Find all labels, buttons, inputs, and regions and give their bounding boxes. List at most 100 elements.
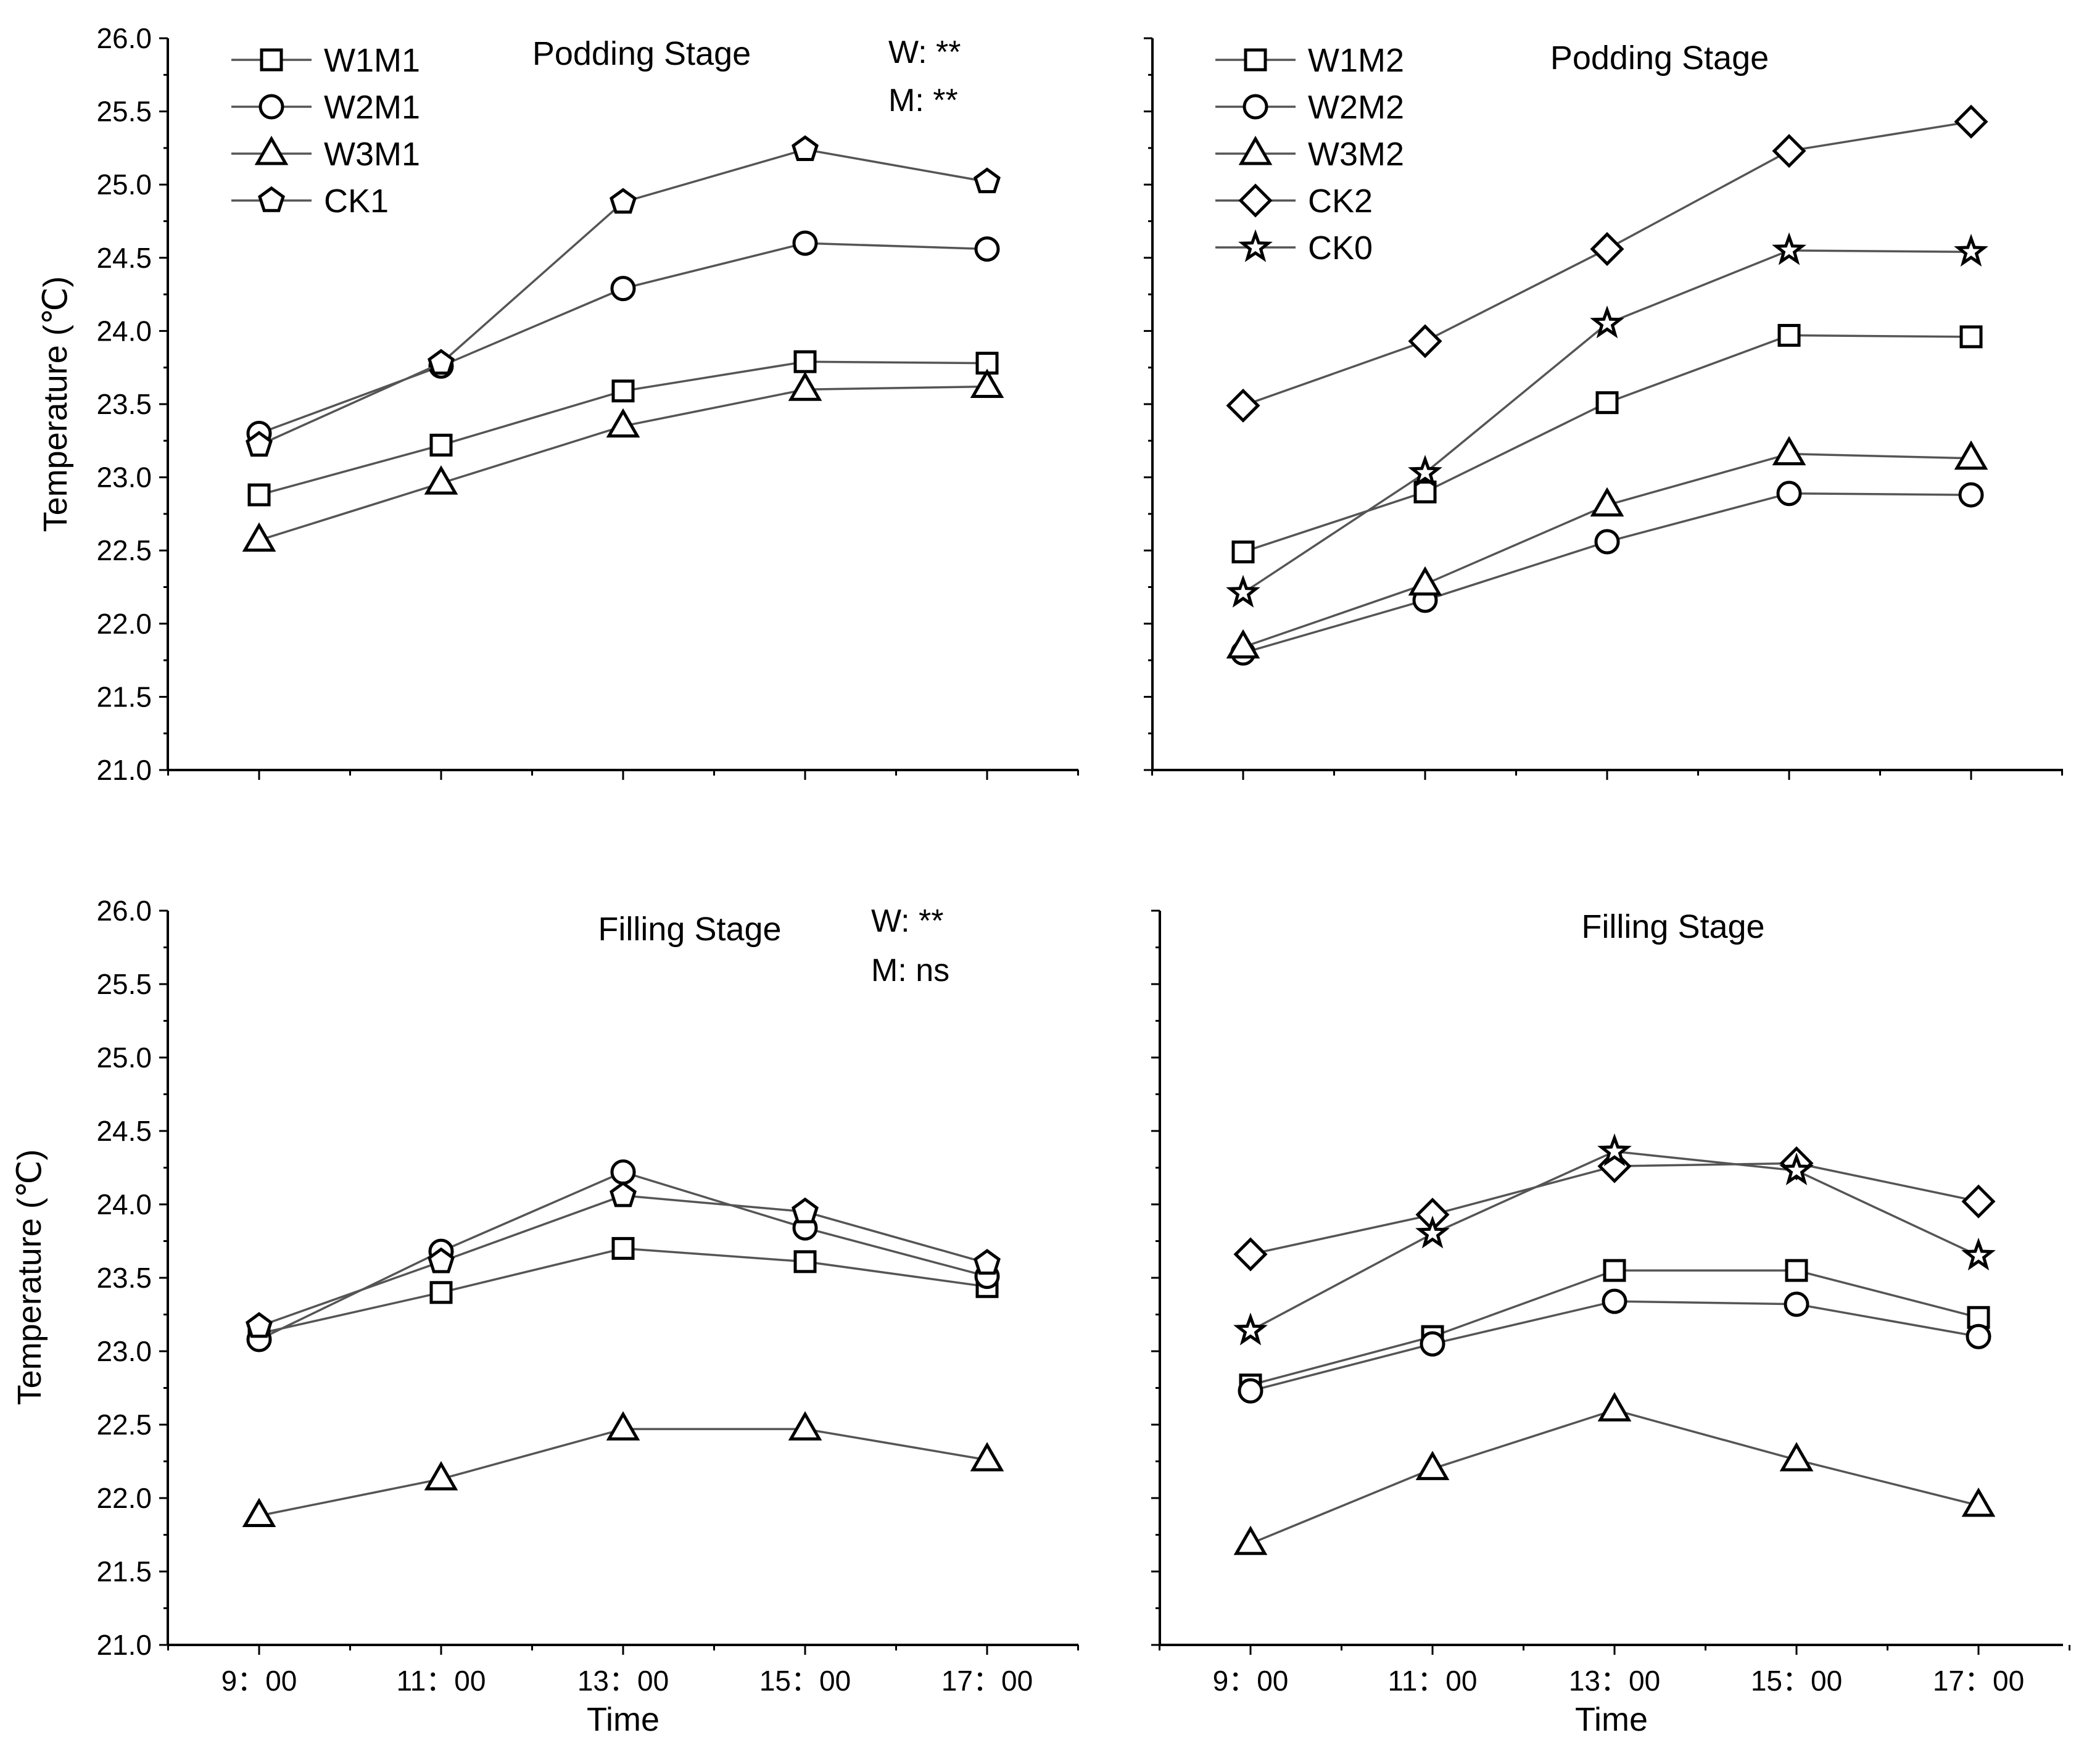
legend-label-w1m2: W1M2 bbox=[1308, 42, 1404, 79]
x-tick-label: 9：00 bbox=[1213, 1665, 1289, 1697]
data-point-w1m1 bbox=[429, 1281, 453, 1304]
data-point-w2m1 bbox=[610, 1159, 636, 1185]
x-tick-label: 13：00 bbox=[577, 1665, 669, 1697]
data-point-w1m2 bbox=[1777, 324, 1801, 347]
data-point-w1m1 bbox=[429, 433, 453, 457]
data-point-ck0 bbox=[1779, 1152, 1814, 1186]
legend-marker-w1m2 bbox=[1244, 48, 1267, 72]
data-point-w3m1 bbox=[970, 1442, 1004, 1472]
series-line-w1m1 bbox=[258, 1247, 988, 1335]
legend-label-w2m2: W2M2 bbox=[1308, 89, 1404, 126]
series-w1m1 bbox=[247, 350, 999, 507]
data-point-w3m1 bbox=[242, 1497, 276, 1528]
data-point-ck0 bbox=[1415, 1215, 1450, 1249]
chart-panel-4: 9：00 11：00 13：00 15：00 17：00 Time Filling Stag… bbox=[1151, 908, 2070, 1738]
data-point-ck0 bbox=[1961, 1237, 1996, 1271]
panel-title: Filling Stage bbox=[1581, 908, 1764, 945]
data-point-ck1 bbox=[610, 1181, 637, 1207]
data-point-ck2 bbox=[1954, 104, 1988, 139]
data-point-ck2 bbox=[1233, 1237, 1268, 1272]
data-point-w3m1 bbox=[606, 408, 640, 438]
significance-label: M: ns bbox=[871, 953, 949, 988]
y-tick-label: 26.0 bbox=[96, 22, 152, 54]
x-tick-label: 11：00 bbox=[1388, 1665, 1478, 1697]
y-tick-label: 25.0 bbox=[96, 168, 152, 201]
data-point-ck2 bbox=[1772, 134, 1806, 168]
x-axis-title: Time bbox=[1575, 1701, 1648, 1738]
legend-marker-w2m2 bbox=[1243, 94, 1268, 120]
series-ck0 bbox=[1233, 1133, 1996, 1346]
y-tick-label: 25.5 bbox=[96, 968, 152, 1000]
x-tick-label: 15：00 bbox=[759, 1665, 851, 1697]
y-tick-label: 23.5 bbox=[96, 388, 152, 420]
y-tick-label: 22.0 bbox=[96, 1482, 152, 1514]
series-w1m2 bbox=[1239, 1259, 1990, 1397]
x-axis-title: Time bbox=[587, 1701, 660, 1738]
data-point-w3m2 bbox=[1961, 1487, 1996, 1517]
y-axis-title: Temperature (℃) bbox=[11, 1149, 48, 1406]
data-point-ck0 bbox=[1590, 305, 1624, 339]
y-tick-label: 22.5 bbox=[96, 1409, 152, 1441]
legend: W1M1 W2M1 W3M1 CK1 bbox=[231, 42, 420, 220]
series-ck1 bbox=[246, 1181, 1001, 1338]
y-tick-label: 21.0 bbox=[96, 1629, 152, 1661]
data-point-w2m2 bbox=[1966, 1323, 1991, 1349]
data-point-ck1 bbox=[974, 167, 1001, 194]
y-tick-label: 21.5 bbox=[96, 681, 152, 713]
y-tick-label: 21.5 bbox=[96, 1555, 152, 1588]
legend-label-w2m1: W2M1 bbox=[324, 89, 420, 126]
data-point-w2m2 bbox=[1958, 482, 1984, 508]
x-tick-label: 13：00 bbox=[1569, 1665, 1660, 1697]
data-point-w2m2 bbox=[1420, 1331, 1445, 1357]
data-point-w3m2 bbox=[1226, 629, 1260, 659]
y-tick-label: 23.5 bbox=[96, 1262, 152, 1294]
y-tick-label: 24.0 bbox=[96, 315, 152, 347]
y-tick-label: 22.0 bbox=[96, 608, 152, 640]
chart-panel-3: 21.0 21.5 22.0 22.5 23.0 23.5 24.0 24.5 25.0 25.5… bbox=[11, 895, 1079, 1738]
data-point-ck0 bbox=[1954, 233, 1988, 267]
data-point-w2m2 bbox=[1594, 529, 1620, 555]
data-point-ck2 bbox=[1408, 324, 1442, 358]
y-tick-label: 21.0 bbox=[96, 754, 152, 786]
data-point-ck0 bbox=[1597, 1133, 1632, 1167]
x-tick-label: 17：00 bbox=[941, 1665, 1033, 1697]
y-tick-label: 24.5 bbox=[96, 242, 152, 274]
data-point-w3m1 bbox=[606, 1411, 640, 1441]
y-tick-label: 26.0 bbox=[96, 895, 152, 927]
data-point-w3m2 bbox=[1597, 1392, 1632, 1422]
data-point-w1m2 bbox=[1595, 391, 1619, 415]
data-point-w3m1 bbox=[424, 1461, 458, 1491]
series-ck0 bbox=[1226, 232, 1988, 608]
data-point-w3m1 bbox=[788, 1411, 822, 1441]
data-point-ck0 bbox=[1408, 455, 1442, 488]
series-ck2 bbox=[1226, 104, 1988, 423]
data-point-w3m2 bbox=[1772, 436, 1806, 466]
legend-marker-ck0 bbox=[1238, 229, 1273, 262]
data-point-w2m2 bbox=[1238, 1378, 1263, 1404]
legend-marker-ck2 bbox=[1238, 183, 1273, 218]
x-tick-label: 17：00 bbox=[1933, 1665, 2024, 1697]
series-line-w3m1 bbox=[258, 1428, 988, 1517]
data-point-w1m2 bbox=[1231, 540, 1255, 564]
data-point-w1m1 bbox=[793, 1250, 817, 1273]
data-point-ck1 bbox=[792, 135, 819, 161]
y-tick-label: 25.5 bbox=[96, 96, 152, 128]
data-point-w2m2 bbox=[1784, 1291, 1809, 1317]
data-point-w1m2 bbox=[1413, 480, 1437, 503]
data-point-w2m2 bbox=[1776, 481, 1802, 507]
series-w3m2 bbox=[1226, 436, 1988, 659]
data-point-ck2 bbox=[1961, 1184, 1996, 1219]
data-point-ck2 bbox=[1590, 232, 1624, 267]
series-line-ck1 bbox=[258, 1194, 988, 1328]
legend-marker-ck1 bbox=[258, 186, 285, 212]
data-point-w3m2 bbox=[1954, 440, 1988, 470]
panel-title: Podding Stage bbox=[1550, 39, 1769, 77]
x-tick-label: 11：00 bbox=[397, 1665, 486, 1697]
data-point-w1m2 bbox=[1785, 1259, 1808, 1282]
data-point-w1m1 bbox=[793, 350, 817, 373]
data-point-w1m1 bbox=[611, 379, 635, 403]
series-ck1 bbox=[246, 135, 1001, 457]
significance-label: W: ** bbox=[871, 903, 944, 939]
legend-marker-w2m1 bbox=[258, 94, 284, 120]
data-point-w2m1 bbox=[974, 236, 1000, 262]
